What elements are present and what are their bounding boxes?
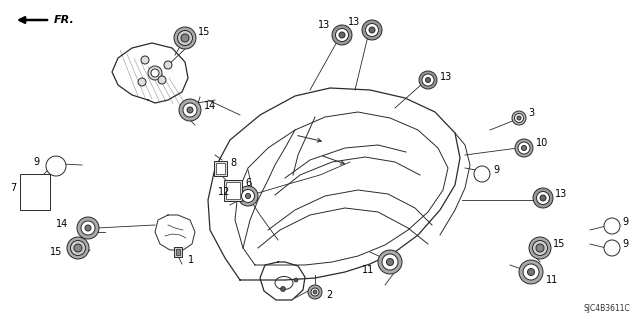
Circle shape (67, 237, 89, 259)
Circle shape (138, 78, 146, 86)
Circle shape (294, 278, 298, 282)
Circle shape (241, 189, 255, 203)
Text: 7: 7 (10, 183, 16, 193)
Circle shape (187, 107, 193, 113)
Circle shape (426, 78, 431, 83)
Circle shape (419, 71, 437, 89)
Circle shape (179, 99, 201, 121)
Circle shape (536, 244, 544, 252)
Circle shape (311, 288, 319, 296)
Circle shape (604, 218, 620, 234)
Text: 13: 13 (317, 20, 330, 30)
Text: 8: 8 (230, 158, 236, 168)
Circle shape (85, 225, 91, 231)
Circle shape (335, 28, 349, 41)
Bar (216, 163, 225, 174)
Circle shape (362, 20, 382, 40)
Circle shape (518, 142, 530, 154)
Circle shape (74, 244, 82, 252)
Circle shape (148, 66, 162, 80)
Circle shape (532, 241, 547, 256)
Circle shape (365, 24, 378, 36)
Circle shape (164, 61, 172, 69)
Text: 13: 13 (440, 72, 452, 82)
Circle shape (522, 145, 527, 151)
Text: 13: 13 (348, 17, 360, 27)
Circle shape (177, 31, 193, 46)
Circle shape (378, 250, 402, 274)
Text: FR.: FR. (54, 15, 75, 25)
Bar (20, 174, 50, 210)
Text: 12: 12 (218, 187, 230, 197)
Circle shape (519, 260, 543, 284)
Text: 15: 15 (553, 239, 565, 249)
Circle shape (238, 186, 258, 206)
Circle shape (474, 166, 490, 182)
Circle shape (141, 56, 149, 64)
Circle shape (174, 27, 196, 49)
Circle shape (387, 258, 394, 265)
Circle shape (183, 103, 197, 117)
Text: 15: 15 (198, 27, 211, 37)
Bar (174, 247, 182, 257)
Circle shape (515, 139, 533, 157)
Circle shape (332, 25, 352, 45)
Text: 10: 10 (536, 138, 548, 148)
Text: 9: 9 (622, 217, 628, 227)
Circle shape (77, 217, 99, 239)
Text: 9: 9 (34, 157, 40, 167)
Circle shape (422, 74, 434, 86)
Circle shape (515, 114, 524, 122)
Circle shape (308, 285, 322, 299)
Circle shape (46, 156, 66, 176)
Text: SJC4B3611C: SJC4B3611C (583, 304, 630, 313)
Circle shape (339, 32, 345, 38)
Circle shape (604, 240, 620, 256)
Circle shape (540, 195, 546, 201)
Text: 11: 11 (546, 275, 558, 285)
Text: 2: 2 (326, 290, 332, 300)
Circle shape (382, 254, 398, 270)
Bar (176, 249, 180, 255)
Circle shape (529, 237, 551, 259)
Circle shape (313, 290, 317, 294)
Text: 13: 13 (555, 189, 567, 199)
Text: 1: 1 (188, 255, 194, 265)
Bar (226, 182, 240, 199)
Circle shape (527, 269, 534, 276)
Circle shape (369, 27, 375, 33)
Text: 15: 15 (50, 247, 62, 257)
Text: 14: 14 (204, 101, 216, 111)
Text: 3: 3 (528, 108, 534, 118)
Circle shape (512, 111, 526, 125)
Circle shape (536, 191, 550, 204)
Text: 9: 9 (493, 165, 499, 175)
Text: 11: 11 (362, 265, 374, 275)
Circle shape (280, 286, 285, 292)
Circle shape (181, 34, 189, 42)
Circle shape (246, 194, 250, 198)
Circle shape (533, 188, 553, 208)
Text: 14: 14 (56, 219, 68, 229)
Circle shape (151, 69, 159, 77)
Circle shape (81, 221, 95, 235)
Bar (224, 180, 242, 201)
Text: 6: 6 (245, 178, 251, 188)
Circle shape (158, 76, 166, 84)
Circle shape (523, 264, 539, 280)
Circle shape (517, 116, 521, 120)
Circle shape (70, 241, 86, 256)
Bar (214, 161, 227, 176)
Text: 9: 9 (622, 239, 628, 249)
